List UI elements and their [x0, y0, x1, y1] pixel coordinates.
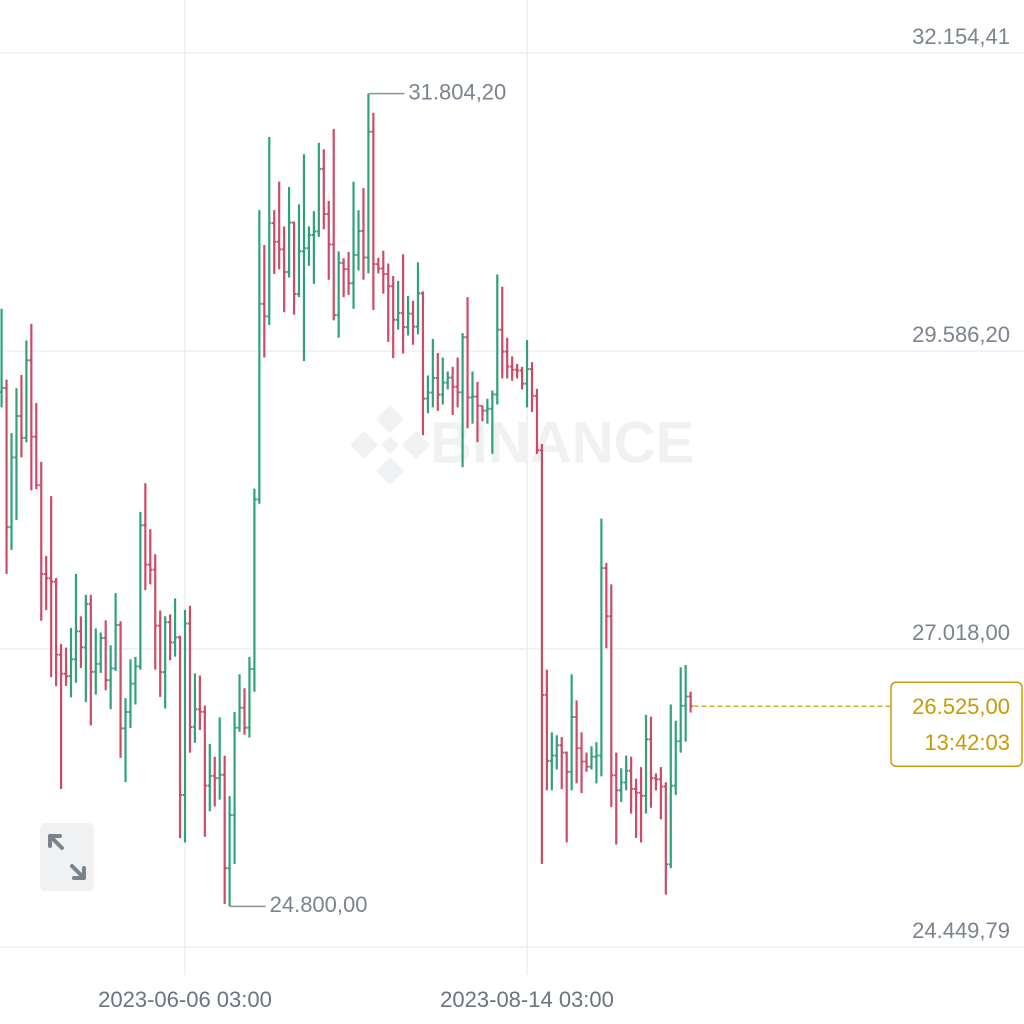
- y-tick-label: 24.449,79: [912, 918, 1010, 943]
- countdown-label: 13:42:03: [924, 730, 1010, 755]
- watermark-text: BINANCE: [430, 410, 694, 475]
- expand-button[interactable]: [40, 823, 94, 891]
- x-tick-label: 2023-08-14 03:00: [440, 987, 614, 1012]
- low-marker-label: 24.800,00: [270, 892, 368, 917]
- y-tick-label: 27.018,00: [912, 620, 1010, 645]
- watermark: BINANCE: [350, 405, 694, 485]
- y-tick-label: 32.154,41: [912, 24, 1010, 49]
- high-marker-label: 31.804,20: [408, 79, 506, 104]
- last-price-label: 26.525,00: [912, 694, 1010, 719]
- y-tick-label: 29.586,20: [912, 322, 1010, 347]
- bars: [0, 93, 693, 907]
- last-price-box: [890, 681, 1023, 767]
- x-tick-label: 2023-06-06 03:00: [98, 987, 272, 1012]
